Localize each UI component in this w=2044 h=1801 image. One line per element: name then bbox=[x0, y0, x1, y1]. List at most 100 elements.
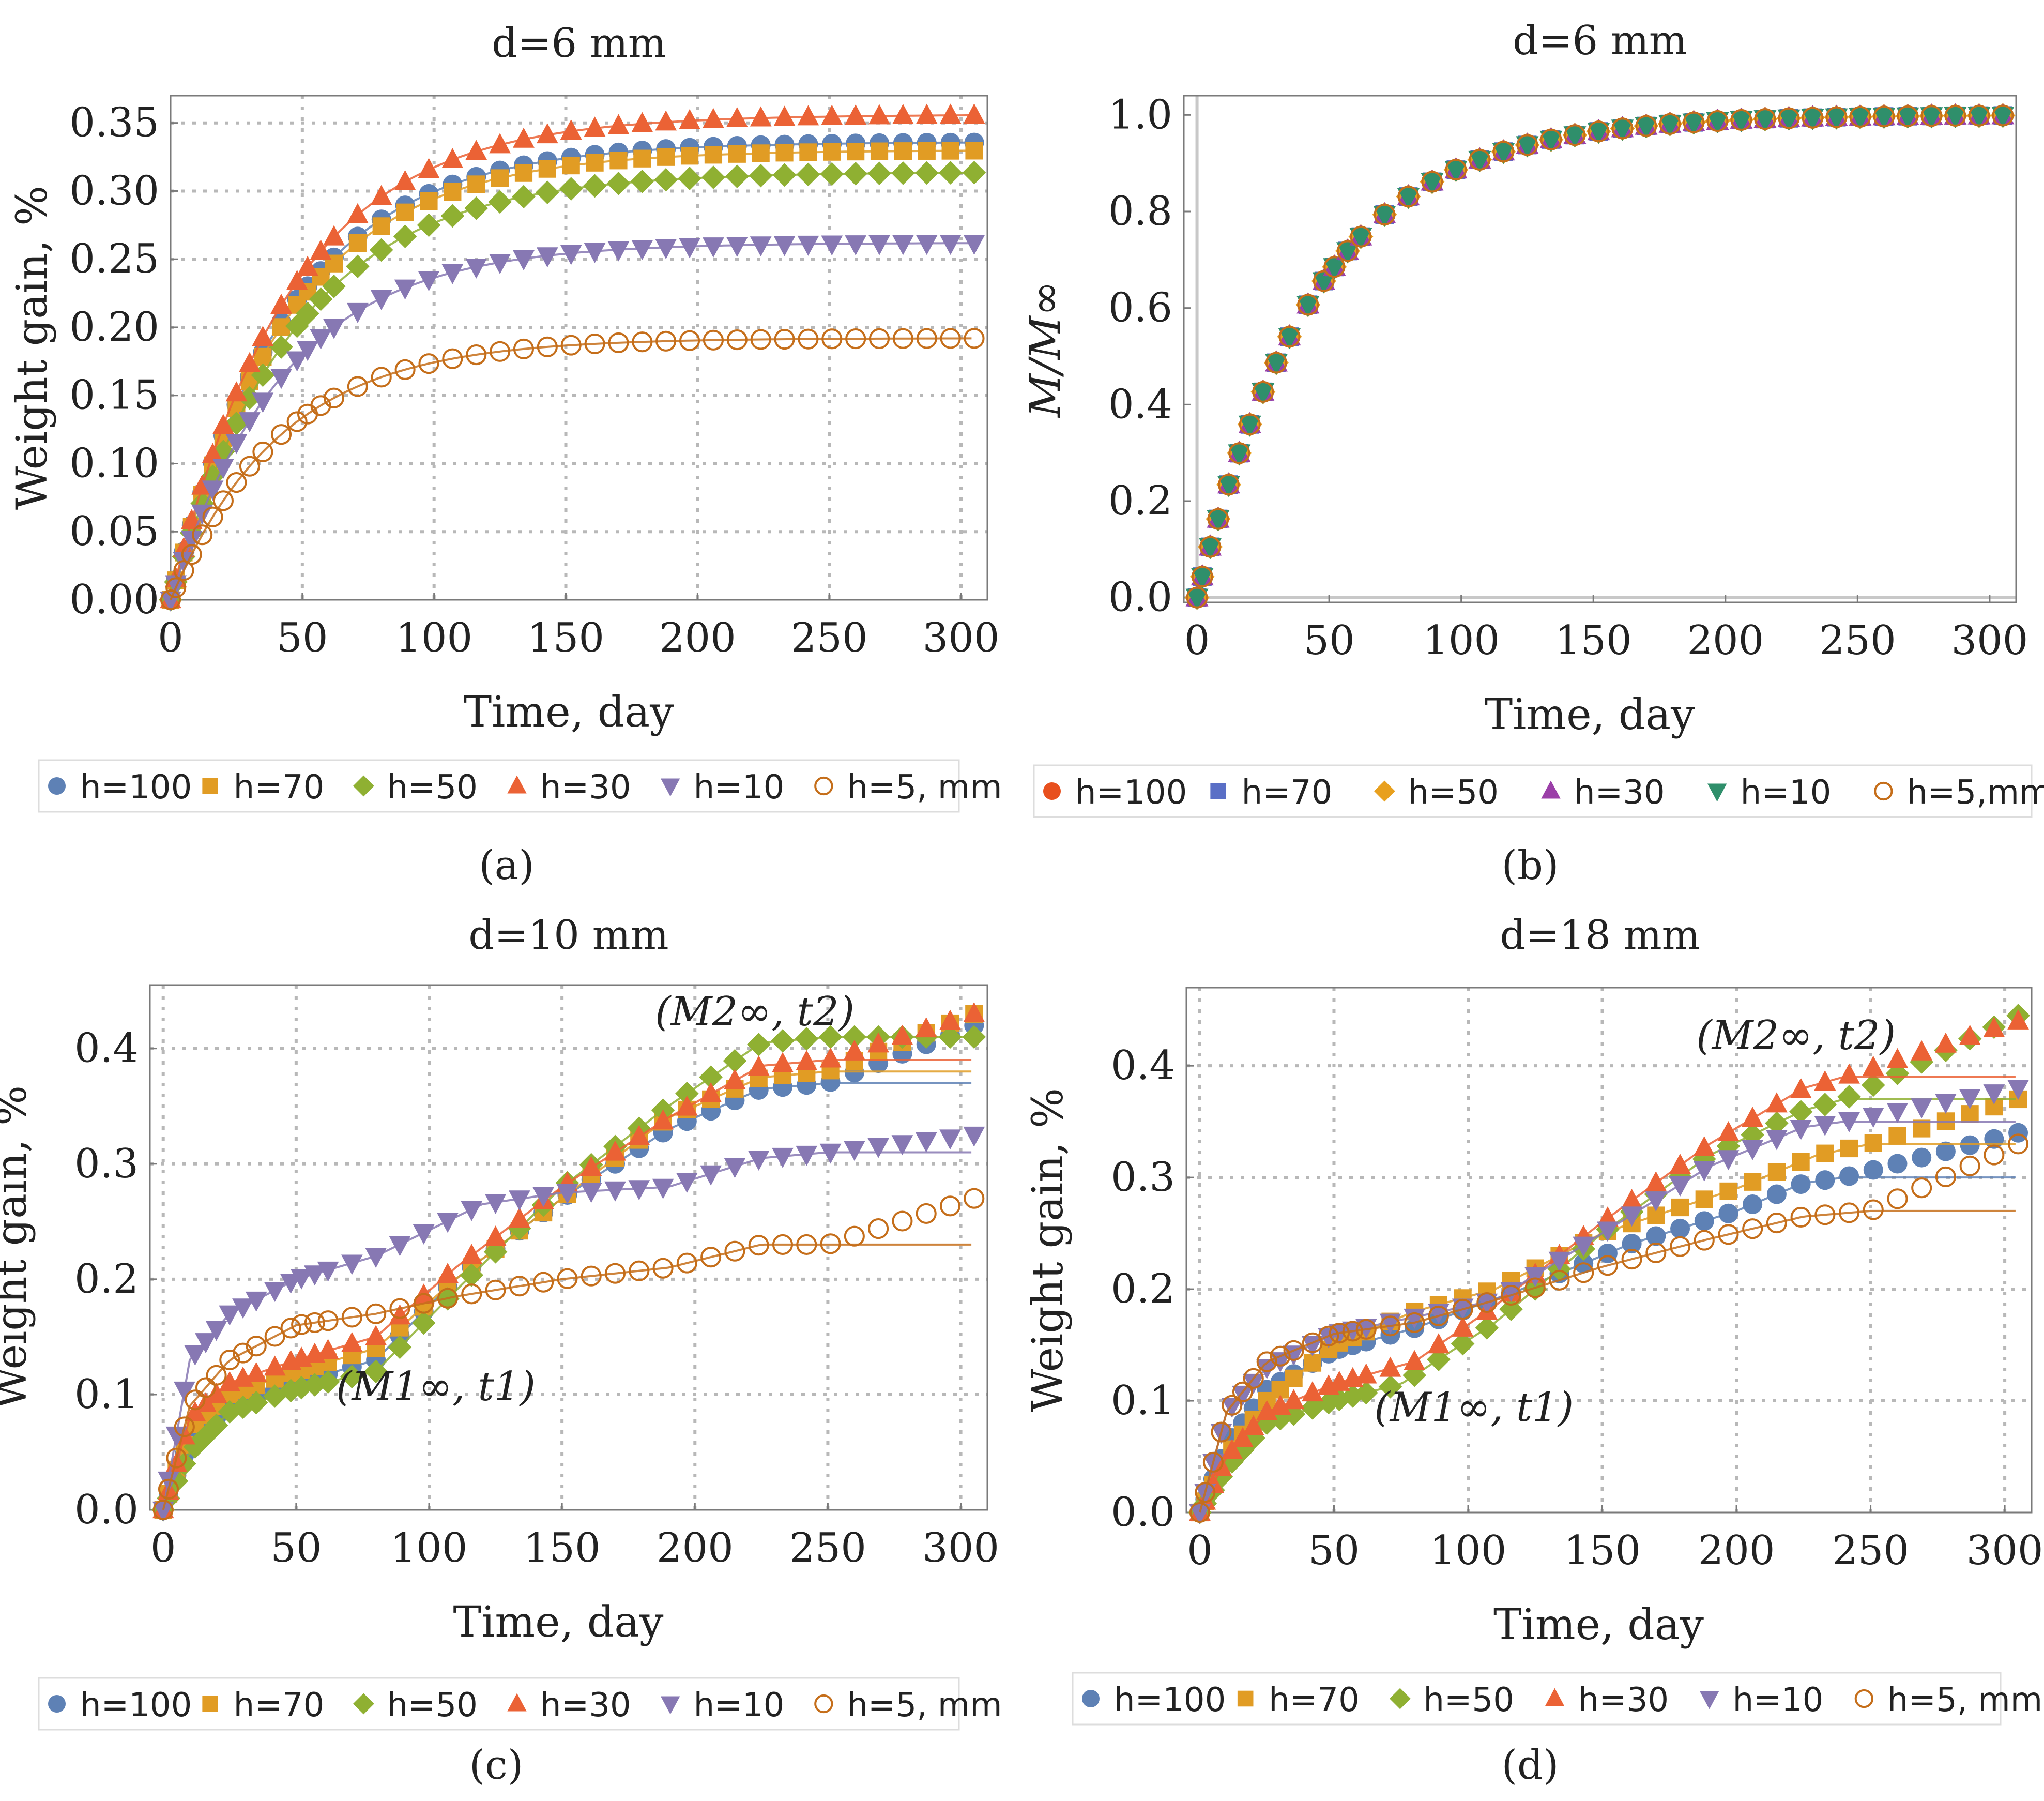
data-point bbox=[323, 225, 345, 246]
data-point bbox=[346, 302, 369, 323]
data-point bbox=[417, 213, 441, 237]
data-point bbox=[749, 163, 773, 188]
data-point bbox=[1264, 354, 1288, 375]
data-point bbox=[1476, 1293, 1498, 1314]
data-point bbox=[703, 108, 724, 128]
y-tick-label: 0.4 bbox=[1108, 381, 1172, 428]
panel-label: (a) bbox=[479, 842, 534, 889]
data-point bbox=[1816, 1144, 1834, 1162]
data-point bbox=[212, 414, 234, 434]
data-point bbox=[1220, 1450, 1244, 1474]
data-point bbox=[484, 1225, 507, 1246]
data-point bbox=[584, 333, 605, 355]
x-tick-label: 250 bbox=[791, 615, 868, 661]
y-tick-label: 0.30 bbox=[69, 168, 159, 214]
chart-panel-3: 0 50 100 150 200 250 300 0.0 0.1 0.2 0.3 0.4 d=18 mm… bbox=[1024, 912, 2043, 1789]
data-point bbox=[892, 104, 914, 124]
data-point bbox=[867, 1138, 890, 1158]
legend-marker bbox=[814, 776, 833, 796]
legend-marker bbox=[660, 1696, 680, 1715]
data-point bbox=[1302, 1381, 1323, 1402]
data-point bbox=[1199, 536, 1222, 558]
legend-box bbox=[38, 1677, 960, 1731]
data-point bbox=[795, 1027, 819, 1051]
data-point bbox=[1862, 1108, 1884, 1128]
y-tick-label: 0.1 bbox=[1111, 1378, 1175, 1424]
data-point bbox=[799, 143, 817, 161]
data-point bbox=[244, 1390, 268, 1415]
data-point bbox=[1539, 130, 1563, 152]
y-tick-label: 0.00 bbox=[69, 577, 159, 623]
data-point bbox=[239, 412, 261, 433]
data-point bbox=[304, 1312, 325, 1333]
data-point bbox=[1621, 1248, 1642, 1270]
data-point bbox=[676, 1173, 698, 1193]
data-point bbox=[226, 472, 247, 493]
data-point bbox=[1228, 442, 1250, 464]
data-point bbox=[466, 344, 487, 366]
x-tick-label: 0 bbox=[1184, 617, 1210, 664]
data-point bbox=[915, 1132, 937, 1153]
data-point bbox=[348, 234, 367, 252]
data-point bbox=[918, 142, 936, 160]
chart-panel-2: 0 50 100 150 200 250 300 0.0 0.1 0.2 0.3 0.4 d=10 mm… bbox=[0, 912, 1002, 1789]
data-point bbox=[2007, 1080, 2029, 1100]
data-point bbox=[938, 1025, 962, 1049]
data-point bbox=[700, 1165, 722, 1186]
data-point bbox=[845, 235, 867, 256]
x-tick-label: 250 bbox=[1832, 1527, 1909, 1574]
y-tick-label: 0.15 bbox=[69, 372, 159, 419]
x-tick-label: 100 bbox=[1423, 617, 1500, 664]
data-point bbox=[1766, 1184, 1787, 1204]
data-point bbox=[1706, 110, 1729, 132]
data-point bbox=[1217, 476, 1240, 497]
data-point bbox=[310, 239, 332, 260]
data-point bbox=[1983, 1084, 2005, 1105]
data-point bbox=[289, 1375, 313, 1400]
data-point bbox=[413, 1224, 435, 1245]
y-axis-label: M/M∞ bbox=[1021, 281, 1070, 418]
data-point bbox=[657, 148, 675, 166]
data-point bbox=[160, 589, 181, 611]
data-point bbox=[165, 1426, 188, 1447]
data-point bbox=[1645, 1171, 1667, 1192]
data-point bbox=[322, 274, 346, 298]
legend-entry: h=10 bbox=[694, 768, 785, 807]
data-point bbox=[655, 239, 677, 260]
data-point bbox=[1935, 1094, 1957, 1114]
data-point bbox=[963, 1126, 985, 1147]
data-point bbox=[655, 110, 677, 131]
x-tick-label: 50 bbox=[1308, 1527, 1360, 1574]
data-point bbox=[461, 1201, 483, 1221]
legend: h=100 h=70 h=50 h=30 h=10 h=5,mm bbox=[1033, 764, 2044, 818]
data-point bbox=[181, 544, 202, 565]
data-point bbox=[1475, 1316, 1499, 1340]
data-point bbox=[1238, 415, 1261, 437]
data-point bbox=[1959, 1089, 1981, 1110]
data-point bbox=[1296, 296, 1320, 317]
data-point bbox=[2007, 1009, 2029, 1030]
data-point bbox=[629, 1260, 650, 1281]
data-point bbox=[819, 1047, 842, 1068]
x-axis-label: Time, day bbox=[453, 1598, 664, 1647]
data-point bbox=[556, 1184, 578, 1204]
legend-marker bbox=[353, 775, 374, 797]
data-point bbox=[584, 243, 606, 263]
data-point bbox=[823, 143, 841, 161]
data-point bbox=[323, 387, 345, 408]
legend-entry: h=5, mm bbox=[1887, 1681, 2042, 1719]
data-point bbox=[1549, 1269, 1570, 1291]
data-point bbox=[676, 1095, 698, 1116]
data-point bbox=[1492, 143, 1515, 164]
data-point bbox=[1814, 1070, 1836, 1091]
legend-entry: h=50 bbox=[1423, 1681, 1514, 1719]
data-point bbox=[394, 170, 416, 190]
data-point bbox=[725, 164, 749, 188]
legend-marker bbox=[48, 1695, 66, 1713]
data-point bbox=[560, 335, 582, 356]
data-point bbox=[1195, 1482, 1216, 1503]
legend-entry: h=30 bbox=[540, 768, 631, 807]
data-point bbox=[1373, 206, 1396, 228]
data-point bbox=[1199, 538, 1222, 559]
chart-panel-0: 0 50 100 150 200 250 300 0.00 0.05 0.10 0.15 0.20 0.… bbox=[8, 20, 1002, 889]
